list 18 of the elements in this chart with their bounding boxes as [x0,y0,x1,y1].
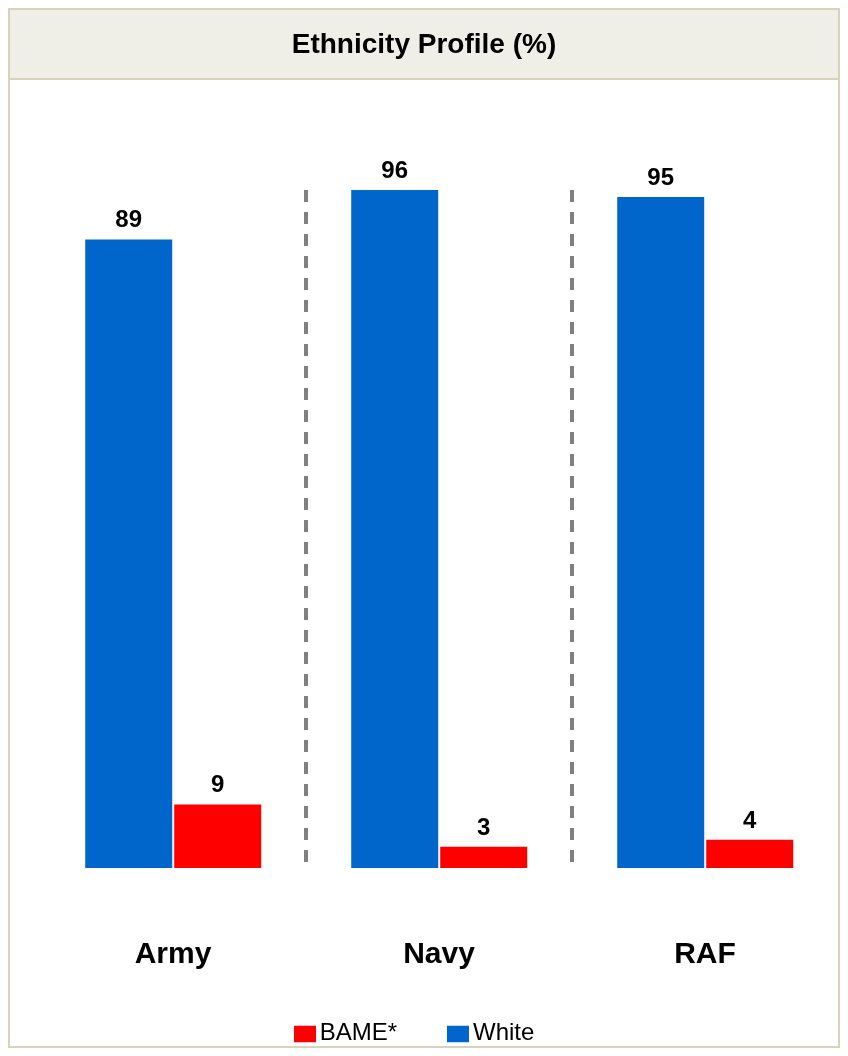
chart-title: Ethnicity Profile (%) [10,10,838,80]
bar [617,197,705,868]
bar [174,804,262,868]
bar [351,190,439,868]
data-label: 9 [211,770,225,798]
legend-label: White [473,1018,535,1045]
bar [440,846,528,868]
bar [706,839,794,868]
data-label: 4 [743,805,758,833]
x-tick-label: Army [134,936,212,970]
legend-label: BAME* [319,1018,397,1045]
bar [85,239,173,868]
data-label: 89 [115,205,143,233]
x-tick-label: Navy [403,936,476,970]
data-label: 96 [381,156,409,183]
data-label: 3 [477,812,491,840]
x-tick-label: RAF [674,936,736,970]
data-label: 95 [647,163,675,191]
